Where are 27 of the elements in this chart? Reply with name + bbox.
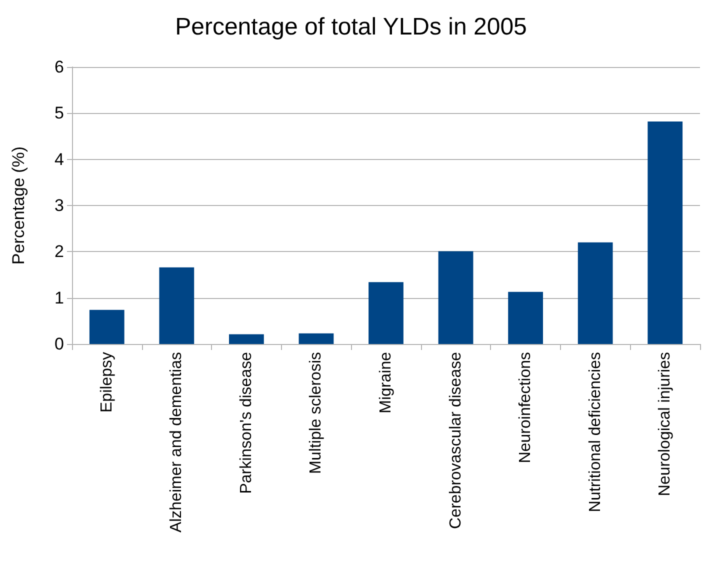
bar: [508, 292, 543, 344]
bar: [159, 267, 194, 344]
x-tick-label: Epilepsy: [98, 352, 116, 412]
bar: [578, 242, 613, 344]
y-tick-label: 4: [54, 150, 64, 169]
bar: [648, 121, 683, 344]
y-tick-label: 0: [54, 334, 64, 354]
y-tick-label: 1: [54, 288, 64, 308]
chart-title: Percentage of total YLDs in 2005: [175, 14, 527, 40]
x-tick-label: Neurological injuries: [656, 352, 674, 496]
x-tick-label: Parkinson's disease: [238, 352, 255, 494]
x-tick-label: Cerebrovascular disease: [447, 352, 464, 529]
x-tick-label: Multiple sclerosis: [308, 352, 325, 474]
y-tick-label: 5: [54, 104, 64, 123]
x-tick-label: Nutritional deficiencies: [586, 352, 604, 512]
bar: [298, 333, 334, 344]
bar: [368, 282, 404, 344]
bar: [229, 334, 264, 344]
x-tick-label: Migraine: [378, 352, 394, 414]
y-axis-title: Percentage (%): [9, 146, 28, 265]
bar: [438, 251, 474, 344]
y-tick-label: 6: [54, 58, 64, 76]
x-tick-label: Alzheimer and dementias: [168, 352, 186, 533]
y-tick-label: 3: [54, 196, 64, 215]
bar: [89, 310, 124, 344]
y-tick-label: 2: [54, 242, 64, 262]
x-tick-label: Neuroinfections: [517, 352, 534, 464]
